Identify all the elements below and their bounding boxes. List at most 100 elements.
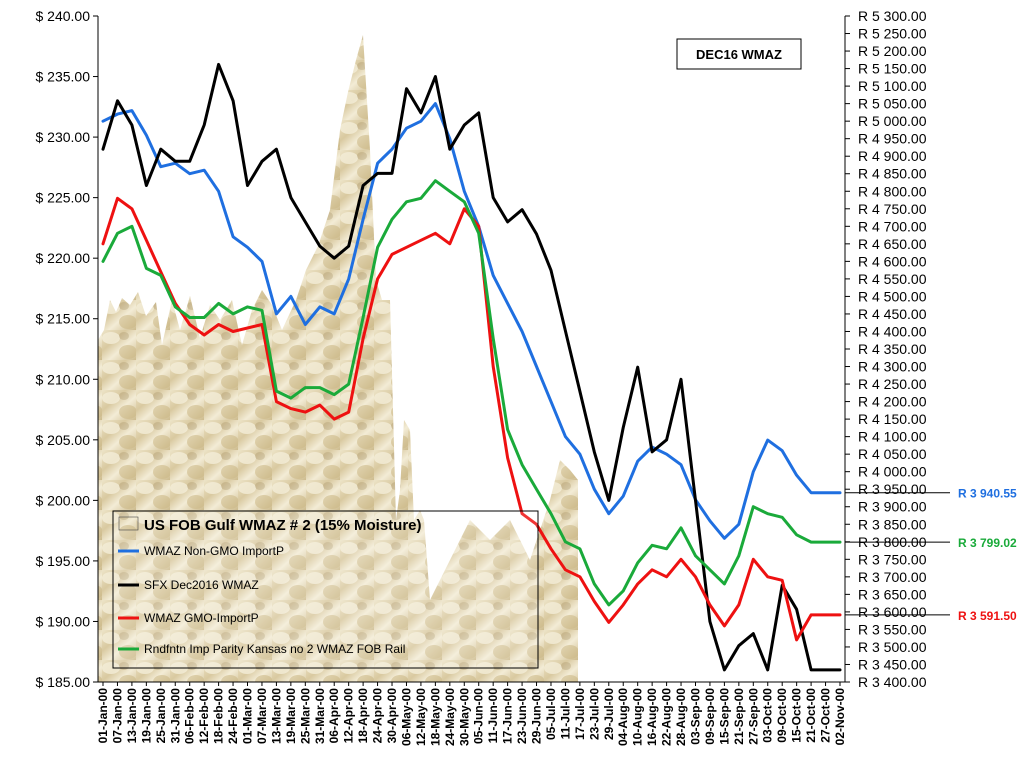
x-tick-label: 12-May-00 [414, 688, 428, 746]
x-tick-label: 01-Jan-00 [96, 688, 110, 744]
right-tick-label: R 5 050.00 [858, 96, 927, 112]
right-tick-label: R 4 950.00 [858, 131, 927, 147]
x-tick-label: 21-Sep-00 [732, 688, 746, 745]
right-tick-label: R 5 100.00 [858, 78, 927, 94]
end-labels: R 3 940.55 R 3 591.50 R 3 799.02 [845, 487, 1017, 623]
series-line-rndfntn-imp-parity-kansas-no-2-wmaz-fob-rail [101, 179, 842, 607]
legend-box [112, 510, 539, 669]
left-tick-label: $ 190.00 [36, 613, 91, 629]
x-tick-label: 24-Apr-00 [371, 688, 385, 744]
x-tick-label: 22-Aug-00 [660, 688, 674, 746]
x-tick-label: 15-Sep-00 [717, 688, 731, 745]
left-tick-label: $ 210.00 [36, 371, 91, 387]
right-tick-label: R 3 550.00 [858, 621, 927, 637]
legend-label: SFX Dec2016 WMAZ [144, 578, 259, 592]
series-line-wmaz-non-gmo-importp [101, 102, 842, 540]
x-tick-label: 05-Jul-00 [544, 688, 558, 740]
left-tick-label: $ 235.00 [36, 69, 91, 85]
right-tick-label: R 3 500.00 [858, 639, 927, 655]
x-tick-label: 19-Mar-00 [284, 688, 298, 744]
left-tick-label: $ 240.00 [36, 8, 91, 24]
right-tick-label: R 4 900.00 [858, 148, 927, 164]
right-tick-label: R 5 150.00 [858, 61, 927, 77]
end-label: R 3 799.02 [958, 536, 1017, 550]
right-tick-label: R 3 950.00 [858, 481, 927, 497]
x-tick-label: 06-Feb-00 [183, 688, 197, 744]
end-label: R 3 940.55 [958, 487, 1017, 501]
x-tick-label: 17-Jul-00 [573, 688, 587, 740]
x-tick-label: 12-Feb-00 [197, 688, 211, 744]
x-tick-label: 19-Jan-00 [139, 688, 153, 744]
left-tick-label: $ 215.00 [36, 311, 91, 327]
right-tick-label: R 4 400.00 [858, 323, 927, 339]
right-tick-label: R 4 100.00 [858, 429, 927, 445]
x-tick-label: 27-Oct-00 [819, 688, 833, 743]
right-tick-label: R 3 900.00 [858, 499, 927, 515]
x-axis-ticks: 01-Jan-00 07-Jan-00 13-Jan-00 19-Jan-00 25-J… [96, 682, 847, 746]
x-tick-label: 03-Oct-00 [761, 688, 775, 743]
right-tick-label: R 4 250.00 [858, 376, 927, 392]
right-tick-label: R 5 000.00 [858, 113, 927, 129]
right-tick-label: R 4 000.00 [858, 464, 927, 480]
x-tick-label: 05-Jun-00 [472, 688, 486, 744]
right-tick-label: R 4 700.00 [858, 218, 927, 234]
x-tick-label: 24-Feb-00 [226, 688, 240, 744]
x-tick-label: 18-Apr-00 [356, 688, 370, 744]
x-tick-label: 17-Jun-00 [501, 688, 515, 744]
x-tick-label: 11-Jul-00 [558, 688, 572, 740]
right-tick-label: R 4 300.00 [858, 359, 927, 375]
right-tick-label: R 4 750.00 [858, 201, 927, 217]
right-tick-label: R 4 350.00 [858, 341, 927, 357]
left-tick-label: $ 230.00 [36, 129, 91, 145]
left-tick-label: $ 200.00 [36, 492, 91, 508]
left-tick-label: $ 205.00 [36, 432, 91, 448]
right-tick-label: R 3 650.00 [858, 586, 927, 602]
x-tick-label: 01-Mar-00 [241, 688, 255, 744]
x-tick-label: 16-Aug-00 [645, 688, 659, 746]
legend-title: US FOB Gulf WMAZ # 2 (15% Moisture) [144, 517, 422, 534]
right-tick-label: R 3 450.00 [858, 656, 927, 672]
x-tick-label: 04-Aug-00 [616, 688, 630, 746]
right-tick-label: R 3 400.00 [858, 674, 927, 690]
x-tick-label: 30-May-00 [457, 688, 471, 746]
x-tick-label: 25-Mar-00 [298, 688, 312, 744]
right-tick-label: R 4 150.00 [858, 411, 927, 427]
chart-title: DEC16 WMAZ [696, 47, 782, 62]
legend-items: WMAZ Non-GMO ImportP SFX Dec2016 WMAZ WMAZ… [118, 544, 405, 656]
right-tick-label: R 4 850.00 [858, 166, 927, 182]
left-tick-label: $ 185.00 [36, 674, 91, 690]
x-tick-label: 03-Sep-00 [688, 688, 702, 745]
right-tick-label: R 4 500.00 [858, 288, 927, 304]
series-lines [101, 62, 842, 672]
right-tick-label: R 4 450.00 [858, 306, 927, 322]
x-tick-label: 29-Jul-00 [602, 688, 616, 740]
title-box [676, 38, 802, 70]
right-tick-label: R 4 200.00 [858, 394, 927, 410]
x-tick-label: 09-Oct-00 [775, 688, 789, 743]
left-tick-label: $ 195.00 [36, 553, 91, 569]
right-axis-ticks: R 3 400.00 R 3 450.00R 3 500.00 R 3 550.00… [845, 8, 927, 690]
right-tick-label: R 3 850.00 [858, 516, 927, 532]
x-tick-label: 27-Sep-00 [746, 688, 760, 745]
x-tick-label: 13-Jan-00 [125, 688, 139, 744]
x-tick-label: 30-Apr-00 [385, 688, 399, 744]
right-tick-label: R 4 550.00 [858, 271, 927, 287]
x-tick-label: 28-Aug-00 [674, 688, 688, 746]
right-tick-label: R 4 050.00 [858, 446, 927, 462]
x-tick-label: 02-Nov-00 [833, 688, 847, 746]
legend-label: Rndfntn Imp Parity Kansas no 2 WMAZ FOB … [144, 642, 405, 656]
right-tick-label: R 4 800.00 [858, 183, 927, 199]
right-tick-label: R 3 600.00 [858, 604, 927, 620]
right-tick-label: R 4 650.00 [858, 236, 927, 252]
series-line-sfx-dec2016-wmaz [101, 62, 842, 672]
left-tick-label: $ 225.00 [36, 190, 91, 206]
left-axis-ticks: $ 185.00 $ 190.00 $ 195.00 $ 200.00 $ 205.00… [36, 8, 98, 690]
x-tick-label: 07-Mar-00 [255, 688, 269, 744]
x-tick-label: 12-Apr-00 [342, 688, 356, 744]
x-tick-label: 15-Oct-00 [790, 688, 804, 743]
x-tick-label: 09-Sep-00 [703, 688, 717, 745]
x-tick-label: 18-Feb-00 [212, 688, 226, 744]
x-tick-label: 07-Jan-00 [110, 688, 124, 744]
right-tick-label: R 5 300.00 [858, 8, 927, 24]
